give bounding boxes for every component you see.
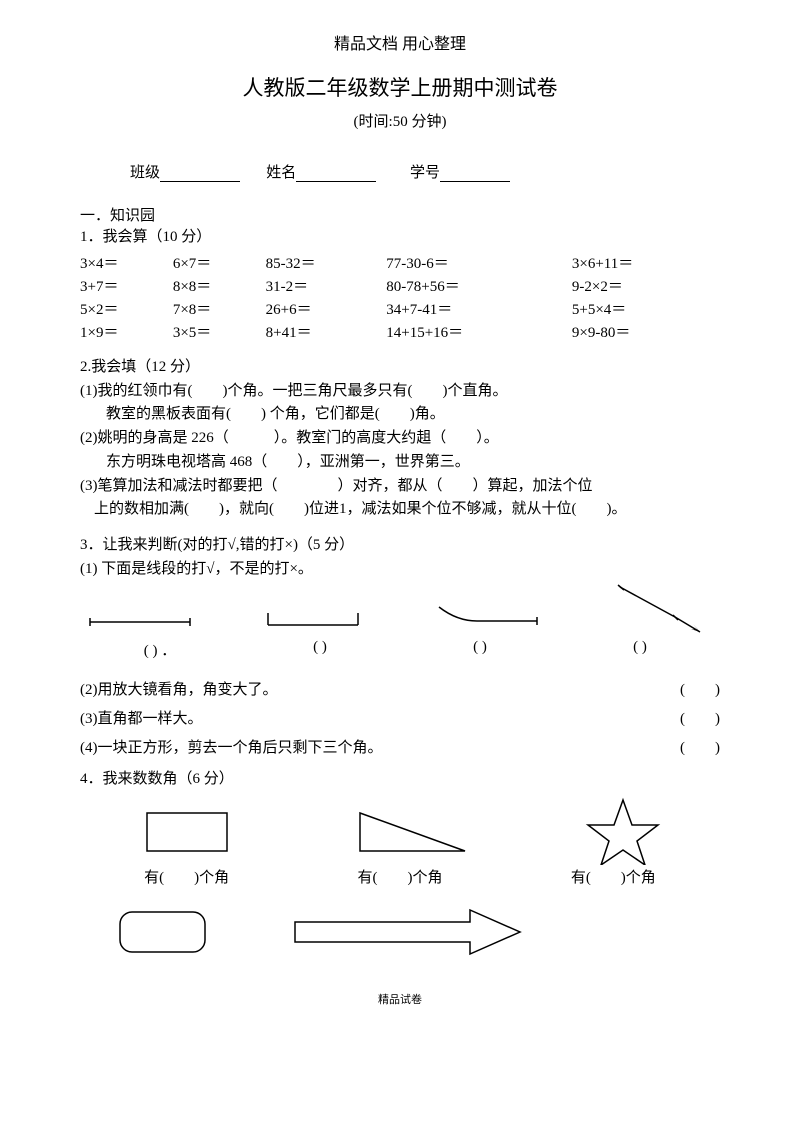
judge-3-text: (3)直角都一样大。	[80, 707, 650, 728]
segment-shape-2	[253, 587, 373, 637]
q3-title: 3．让我来判断(对的打√,错的打×)（5 分）	[80, 535, 720, 557]
doc-header: 精品文档 用心整理	[80, 30, 720, 54]
dot-sep: ．	[161, 643, 176, 659]
angle-label-3: 有( )个角	[571, 866, 656, 887]
calc-row: 5×2＝ 7×8＝ 26+6＝ 34+7-41＝ 5+5×4＝	[80, 297, 720, 320]
doc-title: 人教版二年级数学上册期中测试卷	[80, 72, 720, 102]
id-blank	[440, 166, 510, 182]
segment-shape-3	[427, 587, 547, 637]
judge-row-2: (2)用放大镜看角，角变大了。 ( )	[80, 678, 720, 699]
segment-shape-4	[600, 582, 720, 637]
doc-footer: 精品试卷	[80, 991, 720, 1007]
calc-cell: 85-32＝	[266, 251, 387, 274]
page-container: 精品文档 用心整理 人教版二年级数学上册期中测试卷 (时间:50 分钟) 班级 …	[0, 0, 800, 1027]
calc-cell: 5+5×4＝	[572, 297, 720, 320]
calc-row: 3+7＝ 8×8＝ 31-2＝ 80-78+56＝ 9-2×2＝	[80, 274, 720, 297]
calc-cell: 26+6＝	[266, 297, 387, 320]
class-blank	[160, 166, 240, 182]
rounded-rect-shape	[110, 904, 220, 959]
segment-paren-row: ( ) ． ( ) ( ) ( )	[80, 639, 720, 660]
angle-labels-row-1: 有( )个角 有( )个角 有( )个角	[80, 866, 720, 887]
calc-cell: 77-30-6＝	[386, 251, 572, 274]
paren-3: ( )	[400, 639, 560, 660]
calc-cell: 80-78+56＝	[386, 274, 572, 297]
calc-cell: 5×2＝	[80, 297, 173, 320]
angle-shapes-row-1	[80, 800, 720, 860]
star-shape	[578, 795, 668, 865]
paren-2: ( )	[240, 639, 400, 660]
calc-cell: 3×5＝	[173, 320, 266, 343]
q2-l4: 东方明珠电视塔高 468（ ），亚洲第一，世界第三。	[80, 452, 720, 474]
judge-row-3: (3)直角都一样大。 ( )	[80, 707, 720, 728]
judge-2-text: (2)用放大镜看角，角变大了。	[80, 678, 650, 699]
angle-label-2: 有( )个角	[357, 866, 442, 887]
calc-cell: 3+7＝	[80, 274, 173, 297]
arrow-shape	[280, 904, 530, 959]
doc-subtitle: (时间:50 分钟)	[80, 110, 720, 131]
angle-shapes-row-2	[80, 901, 720, 961]
segment-shape-1	[80, 587, 200, 637]
q1-title: 1．我会算（10 分）	[80, 227, 720, 249]
calc-cell: 6×7＝	[173, 251, 266, 274]
calc-cell: 8×8＝	[173, 274, 266, 297]
calc-cell: 31-2＝	[266, 274, 387, 297]
calc-cell: 9-2×2＝	[572, 274, 720, 297]
student-info-row: 班级 姓名 学号	[80, 161, 720, 182]
rectangle-shape	[132, 803, 242, 858]
name-label: 姓名	[266, 165, 296, 181]
calc-cell: 14+15+16＝	[386, 320, 572, 343]
judge-row-4: (4)一块正方形，剪去一个角后只剩下三个角。 ( )	[80, 736, 720, 757]
calc-cell: 8+41＝	[266, 320, 387, 343]
q2-title: 2.我会填（12 分）	[80, 357, 720, 379]
id-label: 学号	[410, 165, 440, 181]
q2-l5: (3)笔算加法和减法时都要把（ ）对齐，都从（ ）算起，加法个位	[80, 476, 720, 498]
calc-cell: 3×4＝	[80, 251, 173, 274]
q2-l6: 上的数相加满( )，就向( )位进1，减法如果个位不够减，就从十位( )。	[80, 499, 720, 521]
judge-3-paren: ( )	[650, 707, 720, 728]
q2-l1: (1)我的红领巾有( )个角。一把三角尺最多只有( )个直角。	[80, 381, 720, 403]
calc-cell: 7×8＝	[173, 297, 266, 320]
judge-2-paren: ( )	[650, 678, 720, 699]
calc-cell: 9×9-80＝	[572, 320, 720, 343]
calc-table: 3×4＝ 6×7＝ 85-32＝ 77-30-6＝ 3×6+11＝ 3+7＝ 8…	[80, 251, 720, 343]
q2-l2: 教室的黑板表面有( ) 个角，它们都是( )角。	[80, 404, 720, 426]
angle-label-1: 有( )个角	[144, 866, 229, 887]
calc-cell: 1×9＝	[80, 320, 173, 343]
q3-sub: (1) 下面是线段的打√，不是的打×。	[80, 559, 720, 581]
class-label: 班级	[130, 165, 160, 181]
triangle-shape	[345, 803, 475, 858]
name-blank	[296, 166, 376, 182]
judge-4-paren: ( )	[650, 736, 720, 757]
section-1-heading: 一．知识园	[80, 204, 720, 225]
paren-4: ( )	[560, 639, 720, 660]
segment-shapes-row	[80, 587, 720, 637]
calc-row: 1×9＝ 3×5＝ 8+41＝ 14+15+16＝ 9×9-80＝	[80, 320, 720, 343]
judge-4-text: (4)一块正方形，剪去一个角后只剩下三个角。	[80, 736, 650, 757]
paren-1: ( )	[144, 643, 158, 659]
q4-title: 4．我来数数角（6 分）	[80, 769, 720, 791]
q2-l3: (2)姚明的身高是 226（ ）。教室门的高度大约趄（ ）。	[80, 428, 720, 450]
calc-row: 3×4＝ 6×7＝ 85-32＝ 77-30-6＝ 3×6+11＝	[80, 251, 720, 274]
calc-cell: 3×6+11＝	[572, 251, 720, 274]
calc-cell: 34+7-41＝	[386, 297, 572, 320]
